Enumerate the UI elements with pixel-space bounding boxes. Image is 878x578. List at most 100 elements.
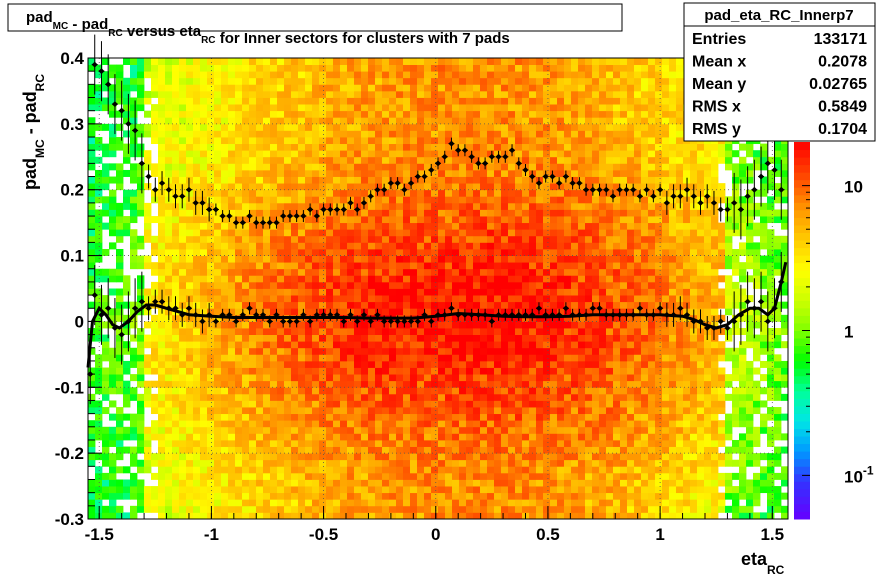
heatmap-cell — [557, 393, 565, 401]
heatmap-cell — [270, 275, 278, 283]
heatmap-cell — [522, 347, 530, 355]
heatmap-cell — [585, 123, 593, 131]
heatmap-cell — [172, 275, 180, 283]
heatmap-cell — [431, 472, 439, 480]
heatmap-cell — [193, 143, 201, 151]
heatmap-cell — [536, 268, 544, 276]
heatmap-cell — [480, 295, 488, 303]
heatmap-cell — [599, 393, 607, 401]
heatmap-cell — [361, 360, 369, 368]
heatmap-cell — [123, 433, 131, 441]
heatmap-cell — [522, 117, 530, 125]
heatmap-cell — [557, 202, 565, 210]
heatmap-cell — [207, 90, 215, 98]
heatmap-cell — [536, 426, 544, 434]
heatmap-cell — [144, 58, 152, 65]
heatmap-cell — [326, 288, 334, 296]
heatmap-cell — [284, 380, 292, 388]
heatmap-cell — [326, 229, 334, 237]
heatmap-cell — [585, 97, 593, 105]
heatmap-cell — [235, 413, 243, 421]
heatmap-cell — [473, 407, 481, 415]
heatmap-cell — [452, 420, 460, 428]
heatmap-cell — [410, 492, 418, 500]
heatmap-cell — [326, 130, 334, 138]
heatmap-cell — [221, 189, 229, 197]
heatmap-cell — [270, 301, 278, 309]
heatmap-cell — [207, 380, 215, 388]
heatmap-cell — [536, 479, 544, 487]
heatmap-cell — [235, 229, 243, 237]
heatmap-cell — [508, 281, 516, 289]
heatmap-cell — [424, 104, 432, 112]
heatmap-cell — [284, 90, 292, 98]
heatmap-cell — [263, 281, 271, 289]
heatmap-cell — [494, 407, 502, 415]
heatmap-cell — [347, 334, 355, 342]
heatmap-cell — [557, 77, 565, 85]
heatmap-cell — [207, 426, 215, 434]
heatmap-cell — [599, 407, 607, 415]
heatmap-cell — [564, 380, 572, 388]
heatmap-cell — [144, 255, 152, 263]
heatmap-cell — [256, 281, 264, 289]
heatmap-cell — [249, 499, 257, 507]
heatmap-cell — [88, 156, 96, 164]
heatmap-cell — [403, 446, 411, 454]
heatmap-cell — [144, 90, 152, 98]
heatmap-cell — [515, 189, 523, 197]
heatmap-cell — [522, 393, 530, 401]
heatmap-cell — [382, 275, 390, 283]
heatmap-cell — [438, 137, 446, 145]
heatmap-cell — [550, 229, 558, 237]
heatmap-cell — [284, 262, 292, 270]
heatmap-cell — [109, 189, 117, 197]
heatmap-cell — [235, 209, 243, 217]
heatmap-cell — [459, 163, 467, 171]
heatmap-cell — [137, 295, 145, 303]
heatmap-cell — [109, 242, 117, 250]
heatmap-cell — [221, 360, 229, 368]
heatmap-cell — [473, 196, 481, 204]
heatmap-cell — [354, 512, 362, 520]
heatmap-cell — [564, 367, 572, 375]
heatmap-cell — [193, 321, 201, 329]
heatmap-cell — [515, 288, 523, 296]
heatmap-cell — [396, 130, 404, 138]
heatmap-cell — [354, 486, 362, 494]
heatmap-cell — [438, 268, 446, 276]
heatmap-cell — [151, 400, 159, 408]
heatmap-cell — [417, 189, 425, 197]
heatmap-cell — [235, 341, 243, 349]
heatmap-cell — [116, 479, 124, 487]
heatmap-cell — [599, 84, 607, 92]
heatmap-cell — [592, 123, 600, 131]
heatmap-cell — [158, 150, 166, 158]
heatmap-cell — [410, 229, 418, 237]
heatmap-cell — [95, 137, 103, 145]
heatmap-cell — [130, 255, 138, 263]
heatmap-cell — [494, 156, 502, 164]
heatmap-cell — [557, 387, 565, 395]
heatmap-cell — [340, 439, 348, 447]
heatmap-cell — [319, 77, 327, 85]
heatmap-cell — [235, 64, 243, 72]
heatmap-cell — [494, 281, 502, 289]
heatmap-cell — [480, 176, 488, 184]
heatmap-cell — [431, 150, 439, 158]
heatmap-cell — [466, 453, 474, 461]
heatmap-cell — [179, 163, 187, 171]
heatmap-cell — [326, 216, 334, 224]
heatmap-cell — [151, 196, 159, 204]
heatmap-cell — [431, 262, 439, 270]
heatmap-cell — [543, 407, 551, 415]
heatmap-cell — [172, 387, 180, 395]
heatmap-cell — [445, 143, 453, 151]
heatmap-cell — [494, 433, 502, 441]
heatmap-cell — [494, 130, 502, 138]
heatmap-cell — [494, 486, 502, 494]
heatmap-cell — [333, 446, 341, 454]
heatmap-cell — [550, 314, 558, 322]
heatmap-cell — [522, 413, 530, 421]
heatmap-cell — [291, 308, 299, 316]
